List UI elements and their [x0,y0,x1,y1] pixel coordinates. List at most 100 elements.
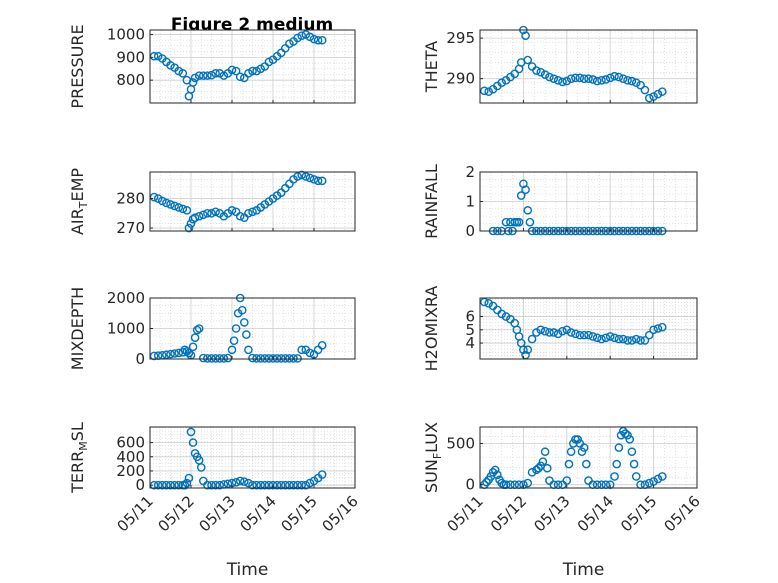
data-point [623,75,632,85]
axes-box [479,426,698,489]
data-point [297,480,307,490]
data-point [516,191,526,200]
data-point [553,75,563,85]
data-point [184,348,194,358]
data-point [227,65,237,75]
data-point [523,206,533,215]
data-point [268,480,278,490]
subplot-rainfall: 0 1 2 RAINFALL [422,163,698,240]
data-point [521,31,530,40]
data-point [268,354,278,363]
data-point [178,204,188,214]
data-point [276,354,286,363]
data-point [640,336,650,345]
data-point [532,328,541,337]
data-point [644,330,654,340]
data-point [313,176,323,186]
x-tick-label: 05/16 [661,492,704,535]
data-point [231,324,241,333]
data-point [198,71,208,80]
data-point [178,347,188,357]
data-point [285,354,294,363]
data-point [592,333,602,343]
data-point [558,77,567,87]
y-axis-label: TERRMSL [68,422,90,494]
data-point [597,334,606,344]
x-tick-label: 05/12 [487,492,530,535]
data-point [252,354,261,363]
axes-box [149,29,356,104]
data-point [231,478,241,487]
data-point [610,333,619,343]
data-point [227,206,237,215]
data-point [260,480,270,490]
data-point [649,325,658,335]
data-point [562,76,572,86]
data-point [223,479,233,489]
data-point [549,74,559,83]
data-point [196,463,206,472]
data-point [207,354,216,363]
data-point [182,206,192,215]
data-point [317,340,327,350]
data-point [166,349,175,359]
data-point [248,353,257,363]
data-point [510,69,520,79]
data-point [653,89,663,99]
axes-box [479,297,698,360]
data-point [305,478,315,488]
data-point [497,309,507,319]
data-point [484,299,493,308]
data-point [194,71,204,80]
data-point [579,74,589,83]
y-tick-label: 400 [116,448,145,466]
data-point [317,35,327,45]
data-point [285,480,294,490]
data-point [260,354,270,363]
subplot-pressure: 800 900 1000 PRESSURE [68,24,356,109]
data-point [219,71,229,80]
x-tick-label: 05/15 [278,492,321,535]
data-point [532,66,541,75]
data-point [523,55,533,65]
data-point [614,72,624,82]
data-point [153,480,163,490]
data-point [534,463,543,473]
data-point [584,330,593,340]
data-point [235,211,245,221]
data-point [657,322,667,332]
data-point [244,345,253,355]
data-point [305,173,315,183]
data-point [293,480,302,490]
data-point [566,328,576,337]
data-point [501,217,511,227]
data-point [540,70,550,79]
data-point [276,480,286,490]
y-tick-label: 280 [116,190,145,208]
data-point [614,443,624,452]
data-point [618,334,628,344]
data-point [571,329,580,339]
data-point [285,39,294,48]
data-point [621,429,630,438]
data-point [545,328,554,337]
data-point [545,72,554,82]
axes-box [149,426,356,489]
data-point [636,336,645,345]
data-point [566,74,576,83]
subplot-mixdepth: 0 1000 2000 MIXDEPTH [68,287,356,370]
y-axis-label: RAINFALL [422,164,441,239]
data-point [219,354,229,363]
data-point [301,172,311,181]
data-point [190,213,200,223]
data-point [244,69,253,78]
data-point [289,480,298,490]
y-tick-label: 4 [465,334,475,352]
data-point [256,354,266,363]
y-tick-label: 2 [465,163,475,181]
data-point [527,334,537,344]
data-point [538,457,548,466]
data-point [588,332,598,341]
